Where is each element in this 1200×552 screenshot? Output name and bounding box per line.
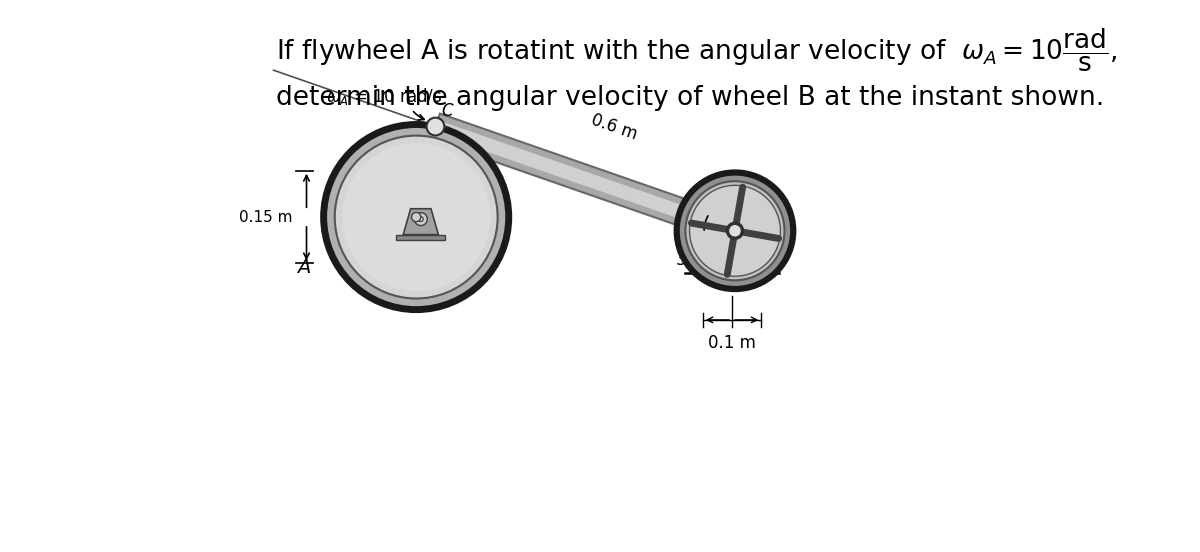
- Text: B: B: [715, 219, 726, 237]
- Circle shape: [324, 125, 509, 310]
- Text: If flywheel A is rotatint with the angular velocity of  $\omega_A = 10\dfrac{\ma: If flywheel A is rotatint with the angul…: [276, 27, 1117, 75]
- Polygon shape: [433, 120, 737, 237]
- Circle shape: [685, 181, 785, 280]
- Polygon shape: [712, 263, 752, 272]
- Text: A: A: [296, 258, 310, 278]
- Text: 0.15 m: 0.15 m: [239, 210, 293, 225]
- Text: 0.1 m: 0.1 m: [708, 333, 756, 352]
- Text: determin the angular velocity of wheel B at the instant shown.: determin the angular velocity of wheel B…: [276, 85, 1104, 111]
- Text: D: D: [702, 243, 714, 261]
- Circle shape: [690, 185, 780, 276]
- Circle shape: [414, 213, 427, 226]
- Polygon shape: [403, 209, 438, 235]
- Circle shape: [426, 118, 444, 135]
- Circle shape: [342, 143, 491, 291]
- Polygon shape: [725, 225, 739, 266]
- Text: 30°: 30°: [676, 251, 706, 269]
- Polygon shape: [396, 235, 445, 240]
- Circle shape: [728, 224, 742, 237]
- Circle shape: [727, 222, 743, 239]
- Text: $\omega_A$ = 10 rad/s: $\omega_A$ = 10 rad/s: [325, 86, 442, 108]
- Text: 0.6 m: 0.6 m: [589, 110, 640, 143]
- Circle shape: [677, 172, 793, 289]
- Text: C: C: [440, 102, 452, 120]
- Circle shape: [412, 213, 421, 222]
- Circle shape: [419, 217, 424, 221]
- Circle shape: [335, 136, 498, 299]
- Circle shape: [732, 227, 738, 234]
- Polygon shape: [431, 114, 739, 244]
